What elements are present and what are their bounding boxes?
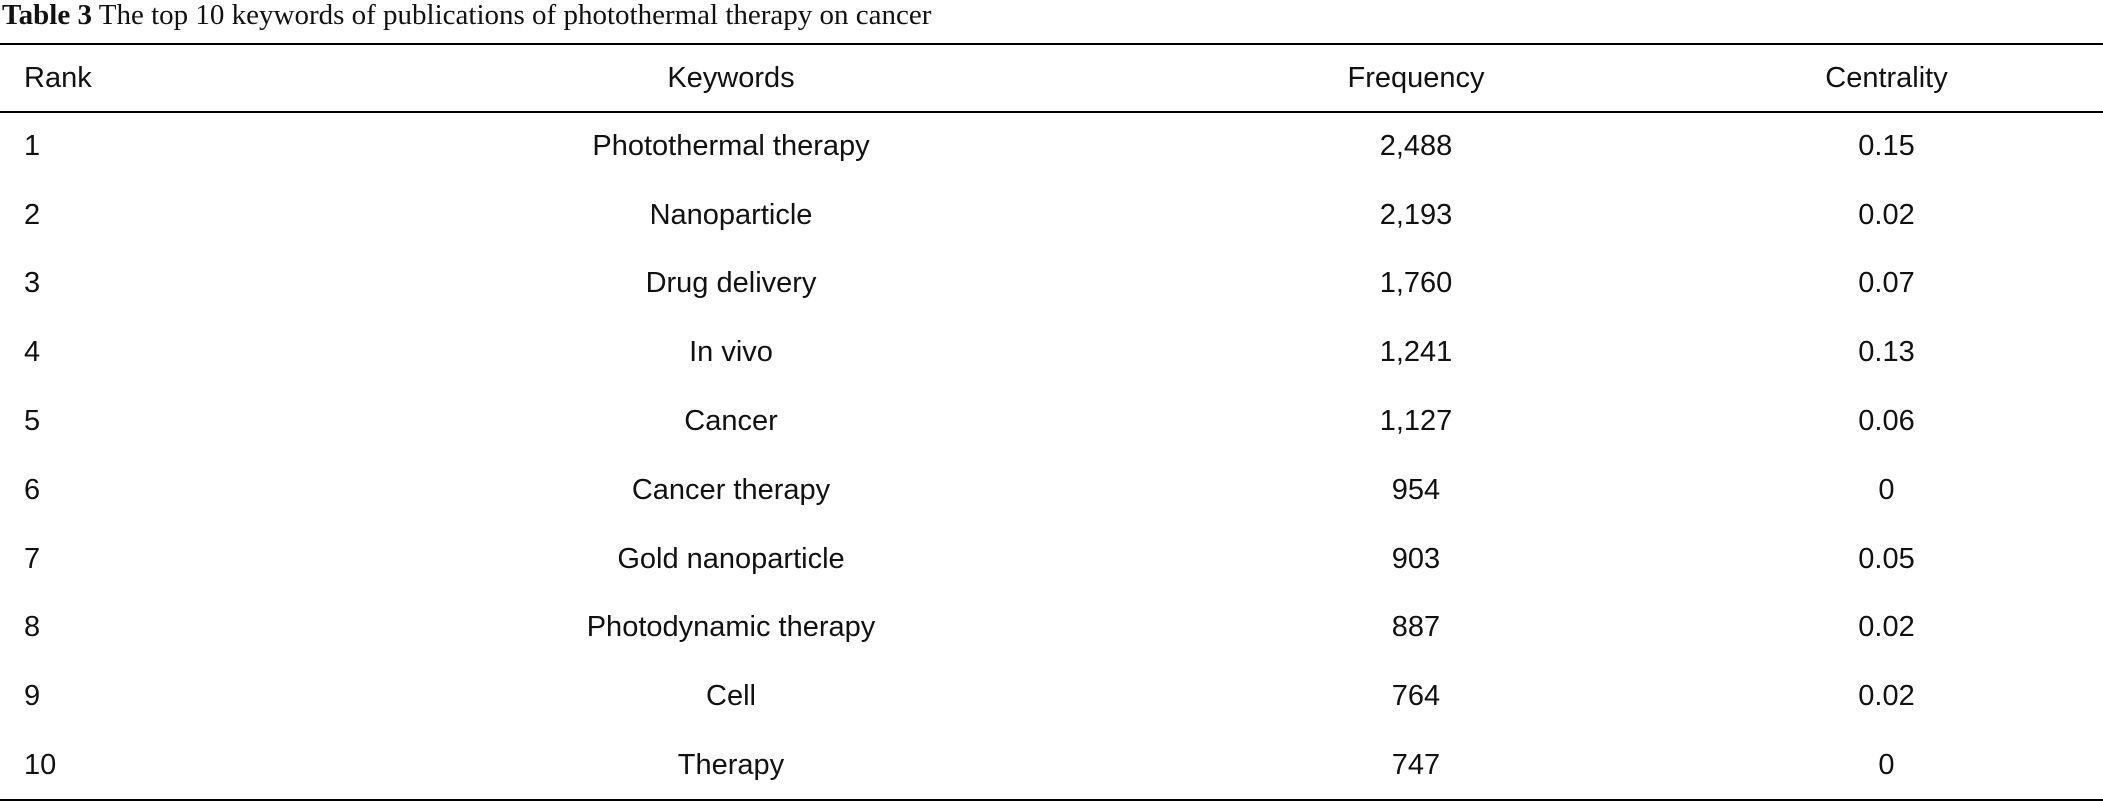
table-cell: 903 [1391, 542, 1441, 575]
table-row: 7 Gold nanoparticle 903 0.05 [0, 525, 2103, 594]
table-cell: 0.15 [1858, 130, 1915, 163]
table-row: 10 Therapy 747 0 [0, 731, 2103, 800]
header-cell: Frequency [1347, 61, 1485, 94]
header-cell: Centrality [1825, 61, 1948, 94]
table-cell: 0 [1878, 473, 1895, 506]
table-row: 9 Cell 764 0.02 [0, 662, 2103, 731]
table-cell: 0.05 [1858, 542, 1915, 575]
table-cell: 0.02 [1858, 198, 1915, 231]
table-cell: 3 [24, 267, 41, 300]
table-header: Rank Keywords Frequency Centrality [0, 44, 2103, 112]
table-cell: Nanoparticle [649, 198, 813, 231]
table-cell: 10 [24, 748, 57, 781]
caption-label: Table 3 [2, 0, 92, 31]
table-cell: 2 [24, 198, 41, 231]
table-cell: 2,488 [1379, 130, 1453, 163]
table-cell: Cancer therapy [631, 473, 831, 506]
table-cell: Photodynamic therapy [586, 611, 876, 644]
table-cell: 764 [1391, 680, 1441, 713]
table-row: 2 Nanoparticle 2,193 0.02 [0, 181, 2103, 250]
table-cell: 0 [1878, 748, 1895, 781]
table-cell: Gold nanoparticle [617, 542, 845, 575]
table-cell: 1 [24, 130, 41, 163]
table-cell: Therapy [677, 748, 785, 781]
table-cell: 0.02 [1858, 680, 1915, 713]
table-cell: 1,127 [1379, 405, 1453, 438]
table: Rank Keywords Frequency Centrality 1 Phototh… [0, 43, 2103, 801]
table-cell: 6 [24, 473, 41, 506]
table-cell: Cancer [684, 405, 778, 438]
table-row: 3 Drug delivery 1,760 0.07 [0, 250, 2103, 319]
table-cell: 2,193 [1379, 198, 1453, 231]
table-cell: Cell [706, 680, 756, 713]
table-cell: 747 [1391, 748, 1441, 781]
table-cell: 8 [24, 611, 41, 644]
header-cell: Keywords [667, 61, 795, 94]
caption-text: The top 10 keywords of publications of p… [98, 0, 932, 31]
table-body: 1 Photothermal therapy 2,488 0.15 2 Nanoparti… [0, 112, 2103, 800]
table-row: 4 In vivo 1,241 0.13 [0, 318, 2103, 387]
table-cell: 954 [1391, 473, 1441, 506]
table-row: 8 Photodynamic therapy 887 0.02 [0, 594, 2103, 663]
table-cell: 1,760 [1379, 267, 1453, 300]
header-cell: Rank [24, 61, 92, 94]
table-cell: 9 [24, 680, 41, 713]
table-cell: 0.13 [1858, 336, 1915, 369]
table-cell: Photothermal therapy [592, 130, 870, 163]
table-cell: 1,241 [1379, 336, 1453, 369]
table-row: 1 Photothermal therapy 2,488 0.15 [0, 112, 2103, 181]
table-cell: 0.06 [1858, 405, 1915, 438]
header-row: Rank Keywords Frequency Centrality [0, 44, 2103, 112]
table-cell: In vivo [689, 336, 773, 369]
table-cell: 887 [1391, 611, 1441, 644]
table-cell: 7 [24, 542, 41, 575]
caption: Table 3 The top 10 keywords of publicati… [0, 0, 2103, 43]
table-row: 5 Cancer 1,127 0.06 [0, 387, 2103, 456]
table-cell: Drug delivery [645, 267, 817, 300]
table-cell: 4 [24, 336, 41, 369]
table-cell: 0.07 [1858, 267, 1915, 300]
table-row: 6 Cancer therapy 954 0 [0, 456, 2103, 525]
table-cell: 0.02 [1858, 611, 1915, 644]
table-cell: 5 [24, 405, 41, 438]
